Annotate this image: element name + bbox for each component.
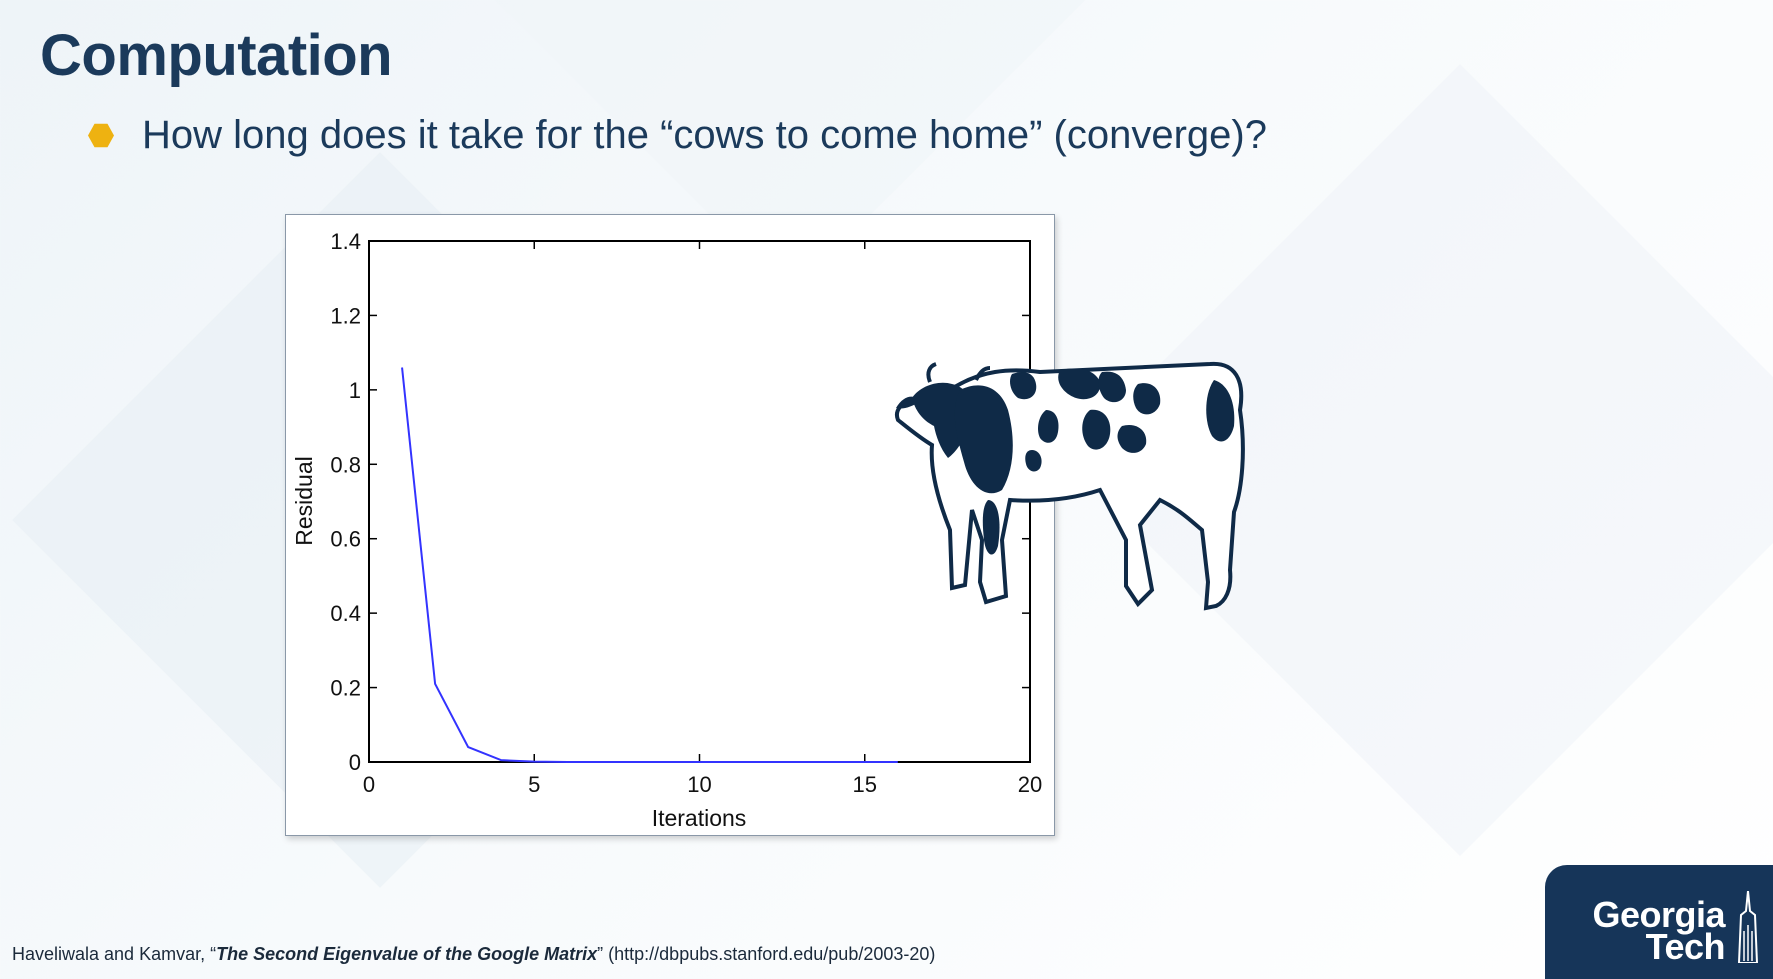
y-tick-label: 0.4 (330, 601, 361, 626)
cow-spot (1058, 368, 1101, 400)
y-axis-title: Residual (291, 456, 317, 546)
georgia-tech-logo: Georgia Tech (1545, 865, 1773, 979)
slide-title: Computation (40, 23, 393, 88)
cow-spot (1082, 409, 1111, 450)
logo-text: Georgia Tech (1592, 894, 1726, 967)
cow-illustration (895, 361, 1245, 611)
y-tick-label: 1.4 (330, 229, 361, 254)
bullet-text: How long does it take for the “cows to c… (142, 113, 1267, 157)
x-axis-title: Iterations (652, 805, 747, 831)
y-tick-label: 0.8 (330, 452, 361, 477)
logo-line-georgia: Georgia (1592, 894, 1725, 935)
y-tick-label: 1.2 (330, 303, 361, 328)
x-tick-label: 0 (363, 772, 375, 797)
cow-spot (1206, 380, 1235, 442)
tick-labels: 0 5 10 15 20 0 0.2 0.4 0.6 0.8 1 1.2 1.4 (330, 229, 1042, 797)
citation: Haveliwala and Kamvar, “The Second Eigen… (12, 944, 935, 965)
x-tick-label: 20 (1018, 772, 1042, 797)
hexagon-bullet-icon (88, 123, 114, 148)
cow-spot (1025, 450, 1042, 472)
cow-horn (926, 362, 937, 383)
cow-spot (1117, 424, 1147, 453)
citation-authors: Haveliwala and Kamvar, “ (12, 944, 217, 964)
cow-spot (1010, 372, 1037, 400)
cow-spot (1098, 371, 1126, 403)
residual-chart: 0 5 10 15 20 0 0.2 0.4 0.6 0.8 1 1.2 1.4 Iterations … (285, 214, 1055, 836)
cow-horn (974, 366, 991, 381)
citation-title: The Second Eigenvalue of the Google Matr… (216, 944, 598, 964)
tower-icon (1737, 891, 1759, 963)
series-line-residual (401, 367, 898, 763)
citation-source: ” (http://dbpubs.stanford.edu/pub/2003-2… (597, 944, 936, 964)
cow-spot (982, 500, 1000, 555)
y-tick-label: 0 (349, 750, 361, 775)
y-tick-label: 1 (349, 378, 361, 403)
tick-marks (368, 240, 1031, 763)
cow-spot (1038, 410, 1059, 443)
cow-ear (896, 396, 920, 409)
x-tick-label: 10 (687, 772, 711, 797)
bullet-point: How long does it take for the “cows to c… (88, 113, 1267, 158)
y-tick-label: 0.6 (330, 527, 361, 552)
x-tick-label: 5 (528, 772, 540, 797)
cow-spot (954, 385, 1013, 494)
cow-spot (1133, 383, 1161, 415)
y-tick-label: 0.2 (330, 676, 361, 701)
x-tick-label: 15 (853, 772, 877, 797)
logo-line-tech: Tech (1645, 926, 1726, 967)
